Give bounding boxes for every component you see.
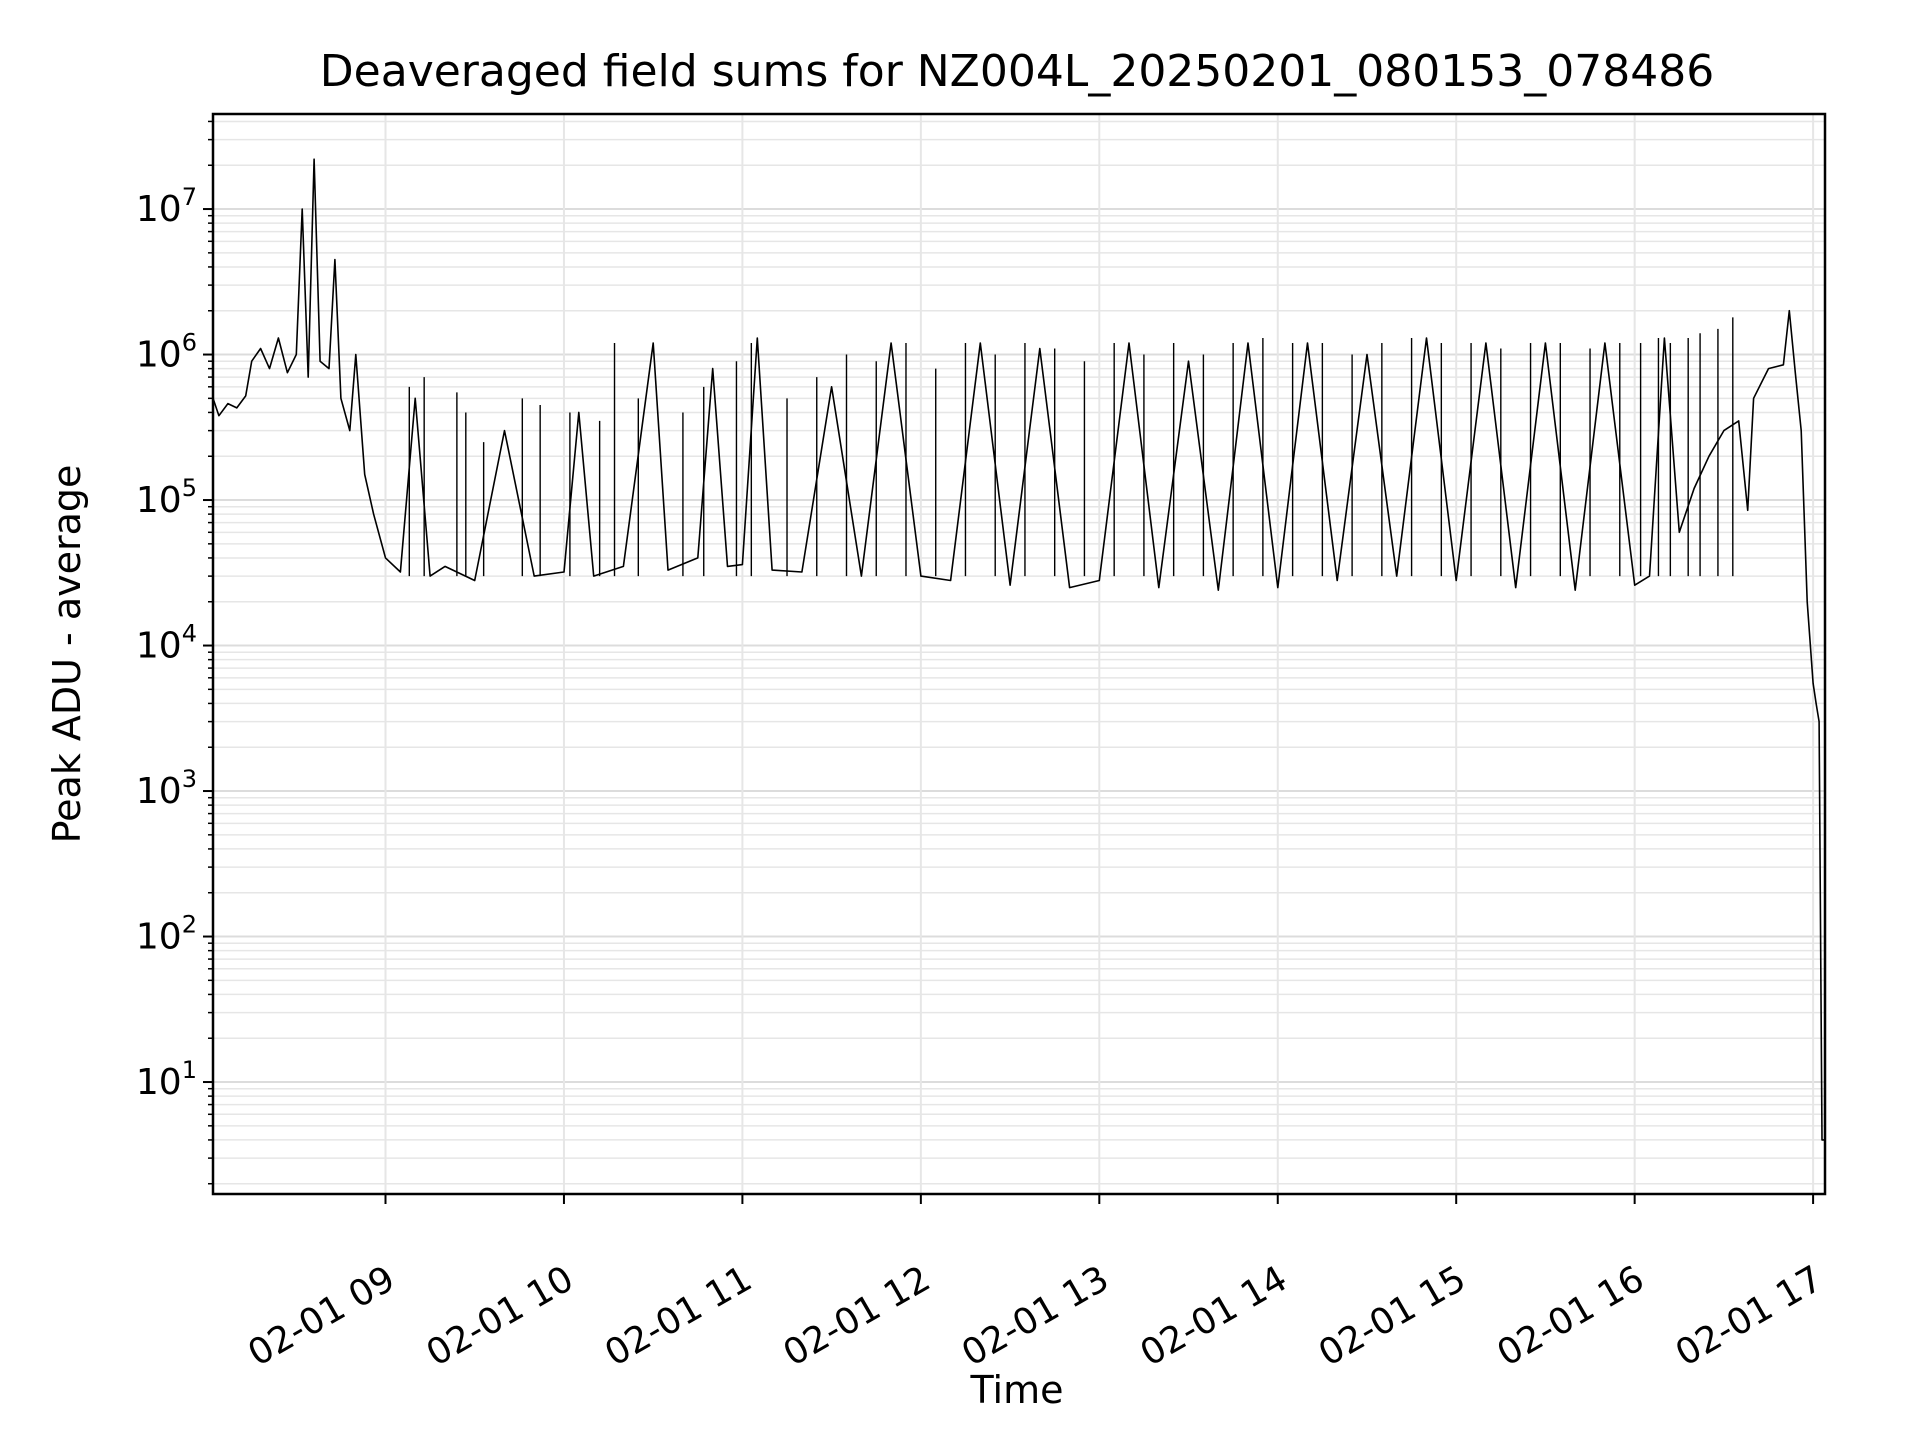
y-tick-label: 105 <box>136 474 197 521</box>
grid <box>213 114 1825 1194</box>
y-tick-label: 101 <box>136 1056 197 1103</box>
y-tick-label: 106 <box>136 329 197 376</box>
x-axis-label: Time <box>970 1368 1064 1412</box>
plot-frame <box>211 112 1827 1196</box>
y-axis-label: Peak ADU - average <box>45 465 89 844</box>
y-axis: 101 102 103 104 105 106 107 <box>136 120 213 1185</box>
y-tick-label: 102 <box>136 911 197 958</box>
y-tick-label: 103 <box>136 765 197 812</box>
y-tick-label: 104 <box>136 620 197 667</box>
series-layer <box>212 158 1825 1141</box>
y-tick-label: 107 <box>136 183 197 230</box>
chart-title: Deaveraged field sums for NZ004L_2025020… <box>320 46 1714 97</box>
series-line <box>212 158 1825 1141</box>
